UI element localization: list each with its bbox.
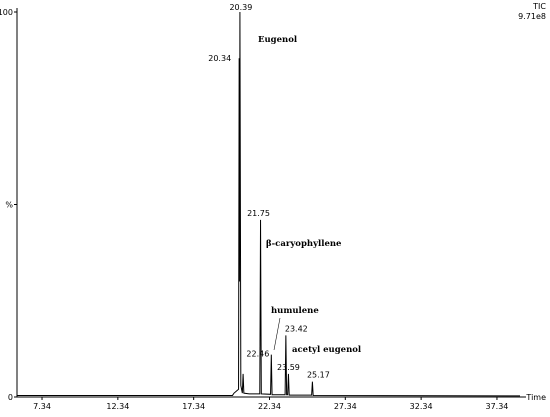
peak-label: 20.39 <box>229 3 252 12</box>
peak-label: 23.42 <box>285 324 308 333</box>
y-tick-label: % <box>5 201 13 210</box>
x-axis-title: Time <box>525 393 546 402</box>
x-tick-label: 27.34 <box>334 402 357 411</box>
y-tick-label: 0 <box>8 393 13 402</box>
peak-label: 20.34 <box>208 54 231 63</box>
peak-label: 23.59 <box>277 363 300 372</box>
pointer <box>273 317 281 351</box>
x-tick-label: 37.34 <box>485 402 508 411</box>
x-tick-label: 12.34 <box>106 402 129 411</box>
y-tick-label: 100 <box>0 8 13 17</box>
compound-label: acetyl eugenol <box>292 345 362 355</box>
trace <box>17 11 521 397</box>
scale-note: 9.71e8 <box>518 12 546 21</box>
peak-label: 25.17 <box>307 371 330 380</box>
x-tick-label: 32.34 <box>410 402 433 411</box>
peak-label: 21.75 <box>247 209 270 218</box>
compound-label: β-caryophyllene <box>266 239 342 249</box>
x-tick-label: 7.34 <box>33 402 51 411</box>
compound-label: humulene <box>271 306 319 316</box>
peak-label: 22.46 <box>246 350 269 359</box>
trace-name: TIC <box>532 2 546 11</box>
x-tick-label: 17.34 <box>182 402 205 411</box>
compound-label: Eugenol <box>258 35 298 45</box>
x-tick-label: 22.34 <box>258 402 281 411</box>
